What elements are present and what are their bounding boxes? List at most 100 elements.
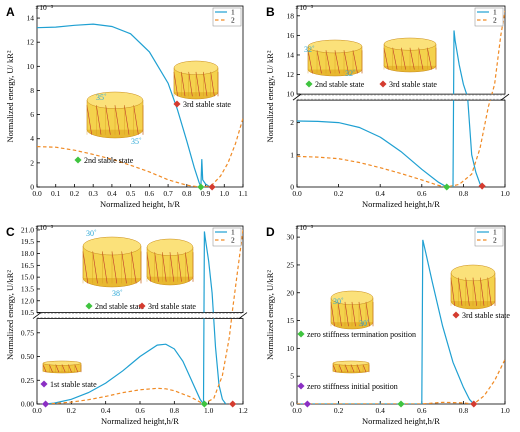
y-tick-label: 19.5 [21,237,34,246]
panel-C: C ×10⁻³ 0.00 0.25 0.50 0.75 10.5 12.0 13.5 15.0 16… [5,223,248,426]
legend-box [212,227,242,247]
x-tick-label: 0.2 [67,406,77,415]
x-tick-label: 0.2 [334,406,344,415]
y-tick-label: 0 [290,400,294,409]
annotation-zero-stiffness-initial: zero stiffness initial position [307,382,398,391]
panel-label: B [266,5,275,19]
annotation-2nd-stable: 2nd stable state [95,302,145,311]
annotation-2nd-stable: 2nd stable state [84,156,134,165]
origami-2nd-state-icon [86,91,144,139]
x-tick-label: 0.1 [51,189,61,198]
x-tick-label: 0.0 [32,189,42,198]
x-tick-label: 0.2 [334,189,344,198]
multiplier-label: ×10⁻³ [35,3,54,12]
angle-label: 32˚ [304,45,315,54]
y-tick-label: 15 [287,316,295,325]
legend-diamond-icon [138,302,146,310]
y-tick-label: 4 [30,134,34,143]
y-tick-label: 2 [30,158,34,167]
axes-frame [36,225,244,313]
state-marker [197,183,205,191]
state-marker [208,183,216,191]
y-tick-label: 10 [287,90,295,99]
legend-diamond-icon [85,302,93,310]
axes-frame [296,5,506,95]
state-marker [443,183,451,191]
series-line-1 [45,231,227,404]
y-axis-label: Normalized energy, U/kR² [265,270,275,360]
x-tick-label: 0.5 [126,189,136,198]
legend-label-1: 1 [493,228,497,237]
x-tick-label: 0.2 [70,189,80,198]
x-tick-label: 0.8 [170,406,180,415]
y-tick-label: 1 [290,150,294,159]
y-tick-label: 12.0 [21,296,34,305]
y-axis-label: Normalized energy, U/kR² [5,270,15,360]
y-tick-label: 0.00 [21,400,34,409]
origami-3rd-state-icon [383,37,437,73]
x-axis-label: Normalized height,h/R [362,199,440,209]
annotation-3rd-stable: 3rd stable state [389,80,437,89]
legend-diamond-icon [297,330,305,338]
y-tick-label: 16 [287,31,295,40]
y-tick-label: 16.5 [21,261,34,270]
y-tick-label: 12 [27,38,35,47]
y-tick-label: 0 [290,183,294,192]
legend-label-2: 2 [493,16,497,25]
x-tick-label: 0.8 [459,406,469,415]
x-axis-label: Normalized height, h/R [100,199,180,209]
legend-label-2: 2 [231,236,235,245]
y-tick-label: 6 [30,110,34,119]
legend-diamond-icon [74,156,82,164]
legend-label-1: 1 [231,8,235,17]
y-tick-label: 18.0 [21,249,34,258]
angle-label: 38˚ [112,289,123,298]
state-marker [470,400,478,408]
state-marker [478,182,486,190]
y-tick-label: 30 [287,233,295,242]
annotation-3rd-stable: 3rd stable state [462,311,510,320]
y-tick-label: 10 [27,62,35,71]
panel-label: D [266,225,275,239]
x-tick-label: 0.7 [163,189,173,198]
legend-diamond-icon [173,100,181,108]
y-tick-label: 2 [290,118,294,127]
x-axis-label: Normalized height,h/R [362,416,440,426]
legend-label-2: 2 [493,236,497,245]
angle-label: 35˚ [131,137,142,146]
y-tick-label: 0.50 [21,352,34,361]
annotation-3rd-stable: 3rd stable state [183,100,231,109]
state-marker [303,400,311,408]
state-marker [397,400,405,408]
x-tick-label: 1.1 [238,189,248,198]
x-tick-label: 0.6 [145,189,155,198]
x-tick-label: 0.3 [88,189,98,198]
x-tick-label: 0.4 [101,406,111,415]
legend-box [474,7,504,27]
axes-frame [36,5,244,188]
legend-diamond-icon [379,80,387,88]
panel-label: C [6,225,15,239]
angle-label: 30˚ [333,297,344,306]
legend-label-1: 1 [231,228,235,237]
origami-2nd-state-icon [82,236,142,288]
x-tick-label: 0.9 [201,189,211,198]
legend-diamond-icon [297,382,305,390]
series-line-1 [37,23,212,187]
y-axis-label: Normalized energy, U/ kR² [265,50,275,142]
y-tick-label: 20 [287,288,295,297]
legend-box [212,7,242,27]
multiplier-label: ×10⁻³ [295,3,314,12]
origami-initial-icon [332,360,370,374]
x-tick-label: 0.6 [417,406,427,415]
x-tick-label: 0.4 [376,189,386,198]
axis-break-mark [500,93,510,101]
multiplier-label: ×10⁻³ [295,223,314,232]
series-line-2 [37,118,243,187]
origami-3rd-state-icon [173,60,219,100]
annotation-3rd-stable: 3rd stable state [148,302,196,311]
y-tick-label: 25 [287,260,295,269]
x-tick-label: 0.8 [182,189,192,198]
